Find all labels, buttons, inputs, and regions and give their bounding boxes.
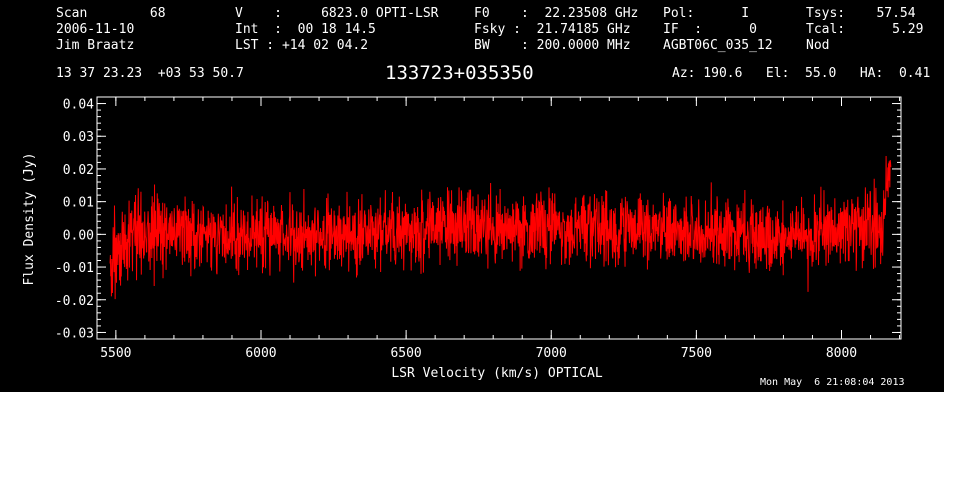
y-tick-label: -0.01 — [55, 261, 94, 276]
timestamp-label: Mon May 6 21:08:04 2013 — [760, 377, 905, 388]
y-tick-label: 0.02 — [63, 163, 94, 178]
sky-freq-label: Fsky : 21.74185 GHz — [474, 22, 631, 37]
integration-label: Int : 00 18 14.5 — [235, 22, 376, 37]
coordinates-label: 13 37 23.23 +03 53 50.7 — [56, 66, 244, 81]
rest-freq-label: F0 : 22.23508 GHz — [474, 6, 639, 21]
source-name: 133723+035350 — [385, 62, 534, 84]
tsys-label: Tsys: 57.54 — [806, 6, 916, 21]
header-velocity-info: V : 6823.0 OPTI-LSR Int : 00 18 14.5 LST… — [235, 6, 439, 54]
if-label: IF : 0 — [663, 22, 757, 37]
header-frequency-info: F0 : 22.23508 GHz Fsky : 21.74185 GHz BW… — [474, 6, 638, 54]
spectrum-trace — [109, 155, 892, 300]
x-tick-label: 7500 — [681, 346, 712, 361]
header-pol-info: Pol: I IF : 0 AGBT06C_035_12 — [663, 6, 773, 54]
spectrum-chart: 5500 6000 6500 7000 7500 8000 -0.03 -0.02 -0.01 0… — [22, 96, 902, 381]
trace-layer — [109, 155, 892, 300]
pol-label: Pol: I — [663, 6, 750, 21]
az-el-ha-label: Az: 190.6 El: 55.0 HA: 0.41 — [672, 66, 931, 81]
bandwidth-label: BW : 200.0000 MHz — [474, 38, 631, 53]
lst-label: LST : +14 02 04.2 — [235, 38, 369, 53]
tcal-label: Tcal: 5.29 — [806, 22, 924, 37]
velocity-label: V : 6823.0 OPTI-LSR — [235, 6, 439, 21]
y-tick-label: -0.02 — [55, 294, 94, 309]
x-tick-label: 6500 — [390, 346, 421, 361]
x-tick-label: 7000 — [536, 346, 567, 361]
y-tick-label: 0.00 — [63, 228, 94, 243]
y-tick-label: 0.01 — [63, 196, 94, 211]
y-tick-label: -0.03 — [55, 326, 94, 341]
x-axis-title: LSR Velocity (km/s) OPTICAL — [391, 366, 602, 381]
date-label: 2006-11-10 — [56, 22, 135, 37]
plot-frame — [96, 96, 902, 340]
axes-layer: 5500 6000 6500 7000 7500 8000 -0.03 -0.02 -0.01 0… — [55, 96, 902, 361]
x-tick-label: 6000 — [245, 346, 276, 361]
procedure-label: Nod — [806, 38, 830, 53]
scan-label: Scan 68 — [56, 6, 166, 21]
observer-label: Jim Braatz — [56, 38, 135, 53]
x-tick-label: 5500 — [100, 346, 131, 361]
y-axis-title: Flux Density (Jy) — [22, 152, 37, 285]
x-tick-label: 8000 — [826, 346, 857, 361]
project-label: AGBT06C_035_12 — [663, 38, 773, 53]
y-tick-label: 0.04 — [63, 98, 94, 113]
header-tsys-info: Tsys: 57.54 Tcal: 5.29 Nod — [806, 6, 923, 54]
y-tick-label: 0.03 — [63, 130, 94, 145]
header-scan-info: Scan 68 2006-11-10 Jim Braatz — [56, 6, 166, 54]
